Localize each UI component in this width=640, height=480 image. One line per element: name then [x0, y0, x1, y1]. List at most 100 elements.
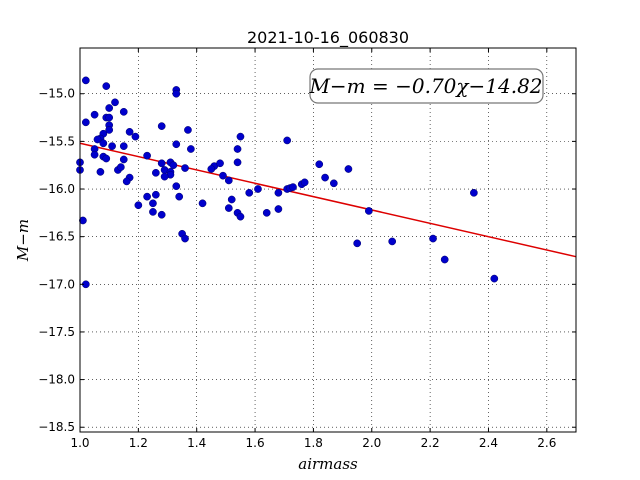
plot-area	[76, 47, 577, 433]
data-point	[157, 159, 166, 168]
data-point	[283, 136, 292, 145]
y-tick-label: −18.0	[38, 373, 75, 387]
data-point	[245, 188, 254, 197]
plot-background	[80, 48, 576, 432]
data-point	[388, 237, 397, 246]
data-point	[81, 118, 90, 127]
data-point	[157, 122, 166, 130]
data-point	[172, 182, 181, 191]
y-tick-label: −16.5	[38, 230, 75, 244]
equation-box-frame	[309, 68, 544, 104]
data-point	[254, 185, 262, 193]
data-point	[143, 192, 151, 201]
x-tick-label: 2.4	[479, 436, 498, 450]
y-tick-label: −18.5	[38, 420, 75, 434]
data-point	[105, 113, 114, 122]
tick-layer	[79, 48, 576, 432]
data-point	[344, 165, 353, 173]
data-point	[93, 135, 102, 144]
data-point	[262, 208, 271, 217]
data-point	[116, 163, 125, 171]
data-point	[152, 168, 160, 177]
data-point	[490, 274, 499, 283]
data-point	[90, 110, 99, 119]
data-point	[187, 145, 195, 153]
data-point	[149, 208, 157, 216]
x-tick-labels: 1.0 1.2 1.4 1.6 1.8 2.0 2.2 2.4 2.6	[70, 436, 556, 450]
y-axis-label: M−m	[14, 219, 32, 262]
data-point	[119, 107, 128, 116]
x-tick-label: 2.2	[421, 436, 440, 450]
data-point	[125, 128, 134, 136]
fit-equation-box: M−m = −0.70χ−14.82	[308, 68, 544, 104]
data-point	[181, 234, 189, 243]
x-tick-label: 1.6	[246, 436, 265, 450]
x-tick-label: 2.0	[362, 436, 381, 450]
data-point	[172, 140, 181, 149]
data-point	[131, 132, 140, 141]
x-tick-label: 2.6	[537, 436, 556, 450]
plot-frame	[79, 47, 577, 433]
data-point	[321, 173, 329, 182]
data-point	[233, 158, 242, 167]
data-point	[224, 176, 233, 185]
data-point	[224, 204, 233, 212]
x-tick-label: 1.2	[129, 436, 148, 450]
data-point	[470, 188, 478, 197]
y-tick-label: −17.5	[38, 325, 75, 339]
data-point	[96, 168, 105, 176]
data-point	[181, 164, 189, 172]
grid-layer	[80, 48, 576, 432]
data-point	[122, 177, 131, 186]
data-point	[102, 154, 111, 163]
data-point	[364, 207, 373, 215]
x-tick-label: 1.4	[187, 436, 206, 450]
data-point	[207, 165, 216, 173]
data-point	[274, 188, 283, 197]
points-layer	[76, 76, 499, 289]
data-point	[102, 82, 111, 90]
data-point	[134, 201, 143, 210]
data-point	[236, 132, 245, 141]
data-point	[300, 178, 309, 187]
data-point	[289, 183, 297, 191]
data-point	[440, 255, 449, 264]
data-point	[219, 171, 227, 180]
data-point	[90, 150, 99, 159]
data-point	[143, 151, 151, 160]
data-point	[169, 161, 178, 170]
fit-equation: M−m = −0.70χ−14.82	[308, 74, 542, 98]
data-point	[353, 239, 362, 248]
data-point	[105, 104, 114, 112]
data-point	[105, 126, 114, 134]
chart-title: 2021-10-16_060830	[247, 28, 409, 48]
x-tick-label: 1.0	[70, 436, 89, 450]
data-point	[175, 192, 184, 201]
x-tick-label: 1.8	[304, 436, 323, 450]
data-point	[108, 142, 116, 150]
data-point	[119, 142, 128, 150]
data-point	[111, 98, 119, 107]
data-point	[184, 126, 192, 134]
y-tick-label: −15.5	[38, 134, 75, 148]
x-axis-label: airmass	[298, 455, 358, 473]
y-tick-label: −16.0	[38, 182, 75, 196]
data-point	[315, 160, 324, 169]
data-point	[157, 210, 166, 219]
data-point	[81, 76, 90, 85]
data-point	[233, 145, 242, 153]
data-point	[274, 205, 283, 213]
data-point	[79, 216, 87, 225]
data-point	[160, 172, 169, 181]
data-point	[172, 89, 181, 98]
data-point	[236, 212, 245, 221]
data-point	[99, 139, 108, 148]
data-point	[119, 155, 128, 164]
y-tick-labels: −15.0 −15.5 −16.0 −16.5 −17.0 −17.5 −18.0 −18.5	[38, 87, 75, 434]
data-point	[216, 159, 224, 168]
data-point	[198, 199, 207, 208]
data-point	[429, 234, 437, 243]
y-tick-label: −17.0	[38, 277, 75, 291]
data-point	[149, 199, 157, 208]
